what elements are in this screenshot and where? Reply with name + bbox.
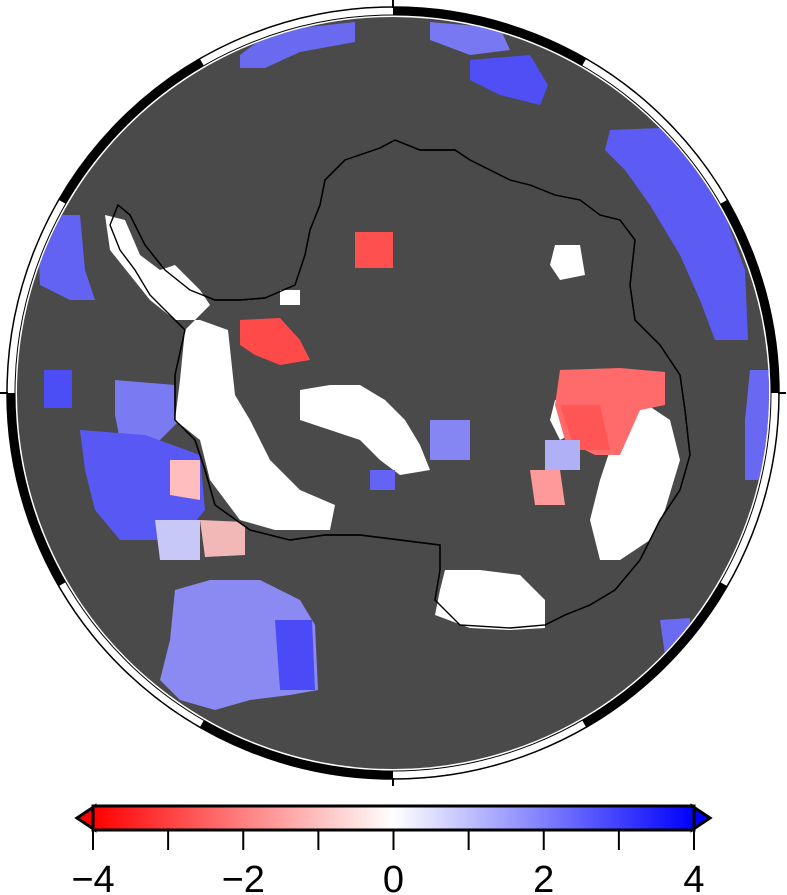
colorbar-tick-label: −2: [222, 859, 265, 895]
colorbar-tick-labels: −4 −2 0 2 4: [71, 859, 704, 895]
colorbar-tick-label: 0: [383, 859, 404, 895]
colorbar: −4 −2 0 2 4: [71, 803, 713, 895]
coastline: [109, 139, 691, 629]
colorbar-tick-label: 4: [683, 859, 704, 895]
map-disk: [17, 17, 769, 769]
colorbar-gradient: [91, 804, 696, 832]
colorbar-ticks: [92, 830, 695, 850]
anomaly-patches-land: [105, 215, 680, 630]
colorbar-tick-label: −4: [71, 859, 114, 895]
colorbar-tick-label: 2: [533, 859, 554, 895]
anomaly-patches-small: [370, 420, 580, 490]
anomaly-patches-positive: [170, 232, 665, 505]
